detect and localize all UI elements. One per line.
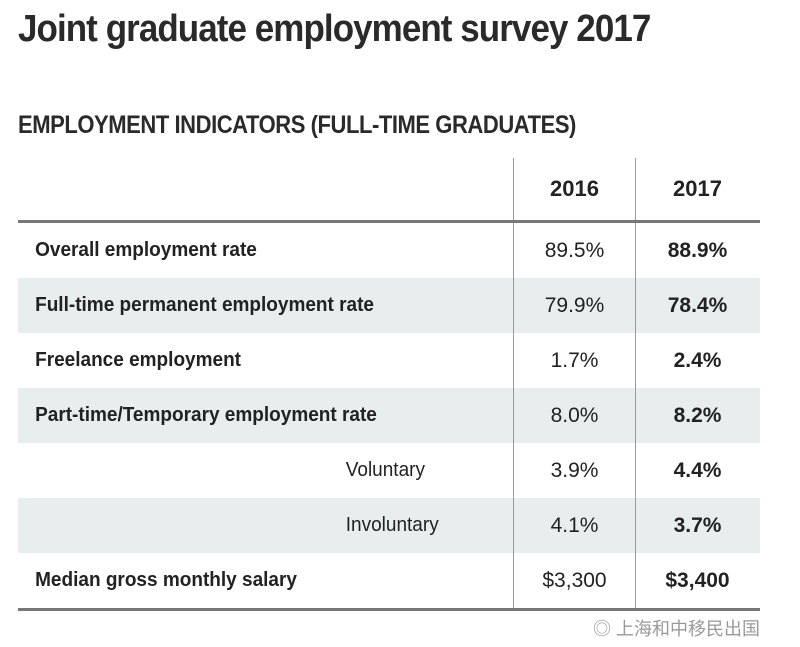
table-row: Full-time permanent employment rate 79.9…	[18, 278, 760, 333]
value-2016: $3,300	[513, 553, 636, 608]
value-2016: 79.9%	[513, 278, 636, 333]
value-2017: 88.9%	[667, 238, 728, 262]
value-2017: $3,400	[665, 568, 730, 592]
page-title: Joint graduate employment survey 2017	[18, 8, 651, 50]
table-subtitle: EMPLOYMENT INDICATORS (FULL-TIME GRADUAT…	[18, 111, 576, 139]
employment-table: 2016 2017 Overall employment rate 89.5% …	[18, 158, 760, 611]
table-row: Median gross monthly salary $3,300 $3,40…	[18, 553, 760, 611]
watermark-text: 上海和中移民出国	[616, 619, 760, 639]
row-label: Freelance employment	[35, 349, 242, 371]
header-2016: 2016	[513, 158, 636, 220]
value-2017: 2.4%	[673, 348, 722, 372]
row-label: Involuntary	[345, 514, 439, 536]
value-2017: 8.2%	[673, 403, 722, 427]
row-label: Part-time/Temporary employment rate	[35, 404, 377, 426]
wechat-icon: ◎	[592, 619, 616, 639]
table-row: Voluntary 3.9% 4.4%	[18, 443, 760, 498]
value-2016: 3.9%	[513, 443, 636, 498]
row-label: Median gross monthly salary	[35, 569, 297, 591]
value-2016: 4.1%	[513, 498, 636, 553]
header-row: 2016 2017	[18, 158, 760, 223]
value-2016: 8.0%	[513, 388, 636, 443]
row-label: Full-time permanent employment rate	[35, 294, 375, 316]
value-2016: 89.5%	[513, 223, 636, 278]
watermark: ◎ 上海和中移民出国	[593, 618, 760, 640]
table-row: Freelance employment 1.7% 2.4%	[18, 333, 760, 388]
table-row: Overall employment rate 89.5% 88.9%	[18, 223, 760, 278]
header-2017: 2017	[673, 176, 722, 201]
value-2016: 1.7%	[513, 333, 636, 388]
row-label: Overall employment rate	[35, 239, 257, 261]
row-label: Voluntary	[345, 459, 425, 481]
value-2017: 4.4%	[673, 458, 722, 482]
table-row: Part-time/Temporary employment rate 8.0%…	[18, 388, 760, 443]
value-2017: 78.4%	[667, 293, 728, 317]
value-2017: 3.7%	[673, 513, 722, 537]
table-row: Involuntary 4.1% 3.7%	[18, 498, 760, 553]
